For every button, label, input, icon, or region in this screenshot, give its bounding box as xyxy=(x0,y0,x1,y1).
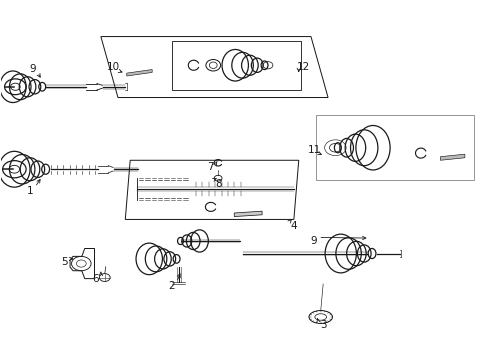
Text: 10: 10 xyxy=(106,62,120,72)
Text: 9: 9 xyxy=(29,64,36,74)
Text: 12: 12 xyxy=(297,62,310,72)
Text: 6: 6 xyxy=(93,274,99,284)
Polygon shape xyxy=(127,69,152,76)
Polygon shape xyxy=(234,211,262,217)
Text: 9: 9 xyxy=(310,236,317,246)
Text: 4: 4 xyxy=(291,221,297,231)
Text: 7: 7 xyxy=(207,162,214,172)
Text: 11: 11 xyxy=(308,145,321,155)
Text: 1: 1 xyxy=(26,186,33,196)
Text: 3: 3 xyxy=(320,320,326,330)
Text: 2: 2 xyxy=(169,281,175,291)
Text: 8: 8 xyxy=(215,179,221,189)
Text: 5: 5 xyxy=(61,257,68,267)
Polygon shape xyxy=(441,154,465,160)
